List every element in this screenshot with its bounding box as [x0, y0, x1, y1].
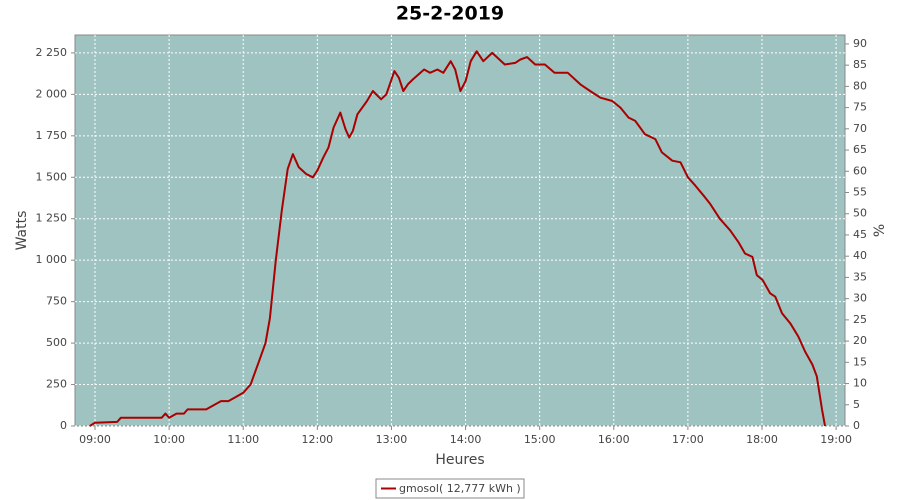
x-tick-label: 19:00 [820, 433, 852, 446]
y2-tick-label: 60 [853, 164, 867, 177]
legend-box [375, 478, 525, 499]
y2-tick-label: 50 [853, 207, 867, 220]
y2-tick-label: 45 [853, 228, 867, 241]
chart-title: 25-2-2019 [396, 3, 504, 25]
y2-tick-label: 20 [853, 334, 867, 347]
y-tick-label: 250 [46, 378, 67, 391]
y-tick-label: 1 250 [36, 212, 68, 225]
y-tick-label: 1 500 [36, 170, 68, 183]
y2-tick-label: 25 [853, 313, 867, 326]
y-axis-label: Watts [14, 211, 30, 251]
y2-tick-label: 40 [853, 249, 867, 262]
x-tick-label: 12:00 [301, 433, 333, 446]
x-axis-label: Heures [435, 452, 484, 468]
x-tick-label: 11:00 [227, 433, 259, 446]
y2-tick-label: 0 [853, 419, 860, 432]
y2-tick-label: 85 [853, 58, 867, 71]
x-tick-label: 13:00 [376, 433, 408, 446]
y2-tick-label: 70 [853, 122, 867, 135]
x-tick-label: 18:00 [746, 433, 778, 446]
x-tick-label: 15:00 [524, 433, 556, 446]
y2-axis-label: % [872, 224, 888, 237]
y2-tick-label: 35 [853, 270, 867, 283]
x-tick-label: 09:00 [79, 433, 111, 446]
y-tick-label: 1 000 [36, 253, 68, 266]
y-tick-label: 750 [46, 295, 67, 308]
x-tick-label: 17:00 [672, 433, 704, 446]
y-tick-label: 1 750 [36, 129, 68, 142]
y2-tick-label: 80 [853, 79, 867, 92]
y2-tick-label: 90 [853, 37, 867, 50]
y2-tick-label: 30 [853, 292, 867, 305]
x-tick-label: 10:00 [153, 433, 185, 446]
y2-tick-label: 75 [853, 101, 867, 114]
y-tick-label: 2 250 [36, 46, 68, 59]
y2-tick-label: 5 [853, 398, 860, 411]
x-tick-label: 14:00 [450, 433, 482, 446]
y-tick-label: 0 [60, 419, 67, 432]
y-tick-label: 500 [46, 336, 67, 349]
x-tick-label: 16:00 [598, 433, 630, 446]
legend-label: gmosol( 12,777 kWh ) [399, 482, 521, 495]
y2-tick-label: 15 [853, 355, 867, 368]
y2-tick-label: 10 [853, 377, 867, 390]
line [89, 50, 826, 427]
plot-area [74, 34, 846, 427]
y2-tick-label: 65 [853, 143, 867, 156]
y2-tick-label: 55 [853, 186, 867, 199]
y-tick-label: 2 000 [36, 87, 68, 100]
